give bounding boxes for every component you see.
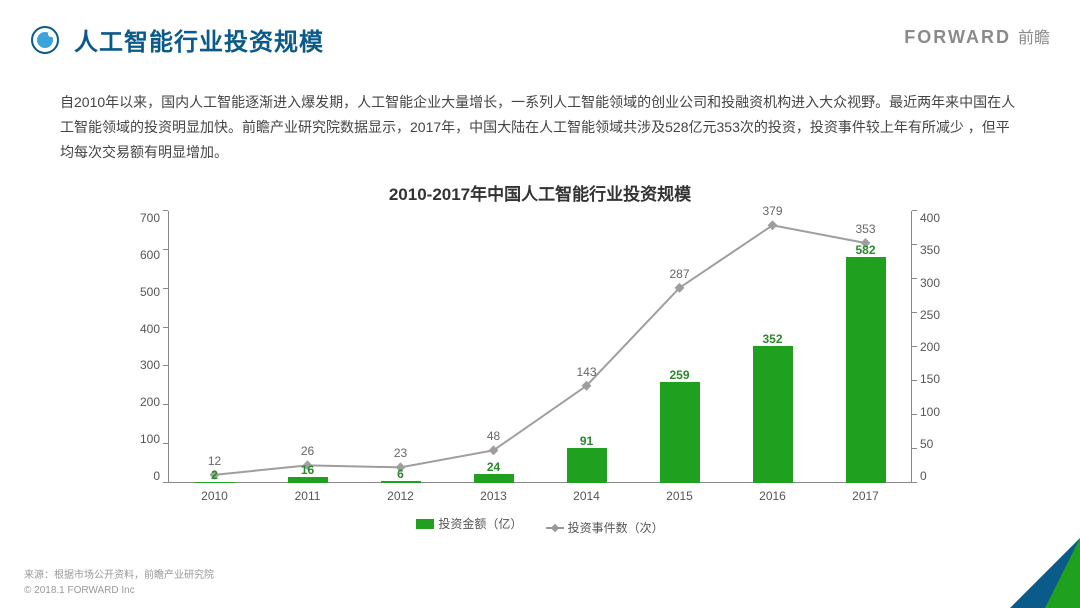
line-point-label: 26 <box>301 444 314 458</box>
x-axis: 20102011201220132014201520162017 <box>168 483 912 511</box>
legend-line-swatch <box>546 527 564 529</box>
legend-bar-label: 投资金额（亿） <box>438 515 522 532</box>
chart-title: 2010-2017年中国人工智能行业投资规模 <box>120 180 960 205</box>
legend-line-label: 投资事件数（次） <box>568 519 664 536</box>
line-point-label: 143 <box>576 365 596 379</box>
brand-cn: 前瞻 <box>1018 30 1050 47</box>
logo-icon <box>30 25 60 55</box>
page-title: 人工智能行业投资规模 <box>74 22 324 57</box>
chart-legend: 投资金额（亿） 投资事件数（次） <box>120 515 960 536</box>
legend-line: 投资事件数（次） <box>546 519 664 536</box>
legend-bar-swatch <box>416 519 434 529</box>
line-point-label: 48 <box>487 429 500 443</box>
x-tick: 2010 <box>168 483 261 511</box>
y-axis-right: 400350300250200150100500 <box>920 211 960 483</box>
brand-en: FORWARD <box>904 27 1011 47</box>
y-axis-left: 7006005004003002001000 <box>120 211 160 483</box>
bar: 352 <box>753 346 793 483</box>
x-tick: 2012 <box>354 483 447 511</box>
chart-plot: 7006005004003002001000 40035030025020015… <box>120 211 960 511</box>
header: 人工智能行业投资规模 FORWARD 前瞻 <box>30 22 1050 57</box>
bar: 24 <box>474 474 514 483</box>
x-tick: 2017 <box>819 483 912 511</box>
line-point-label: 287 <box>669 267 689 281</box>
slide: 人工智能行业投资规模 FORWARD 前瞻 自2010年以来，国内人工智能逐渐进… <box>0 0 1080 608</box>
line-point-label: 23 <box>394 446 407 460</box>
brand-logo: FORWARD 前瞻 <box>904 24 1050 48</box>
chart: 2010-2017年中国人工智能行业投资规模 70060050040030020… <box>120 180 960 540</box>
bar: 582 <box>846 257 886 483</box>
body-paragraph: 自2010年以来，国内人工智能逐渐进入爆发期，人工智能企业大量增长，一系列人工智… <box>60 90 1020 166</box>
footer: 来源：根据市场公开资料，前瞻产业研究院 © 2018.1 FORWARD Inc <box>24 568 214 598</box>
line-point-label: 12 <box>208 454 221 468</box>
footer-copyright: © 2018.1 FORWARD Inc <box>24 583 214 598</box>
legend-bar: 投资金额（亿） <box>416 515 522 532</box>
x-tick: 2015 <box>633 483 726 511</box>
bar: 259 <box>660 382 700 483</box>
x-tick: 2016 <box>726 483 819 511</box>
line-point-label: 379 <box>762 204 782 218</box>
footer-source: 来源：根据市场公开资料，前瞻产业研究院 <box>24 568 214 583</box>
line-point-label: 353 <box>855 222 875 236</box>
bar: 91 <box>567 448 607 483</box>
x-tick: 2011 <box>261 483 354 511</box>
plot-area: 2166249125935258212262348143287379353 <box>168 211 912 483</box>
x-tick: 2014 <box>540 483 633 511</box>
x-tick: 2013 <box>447 483 540 511</box>
